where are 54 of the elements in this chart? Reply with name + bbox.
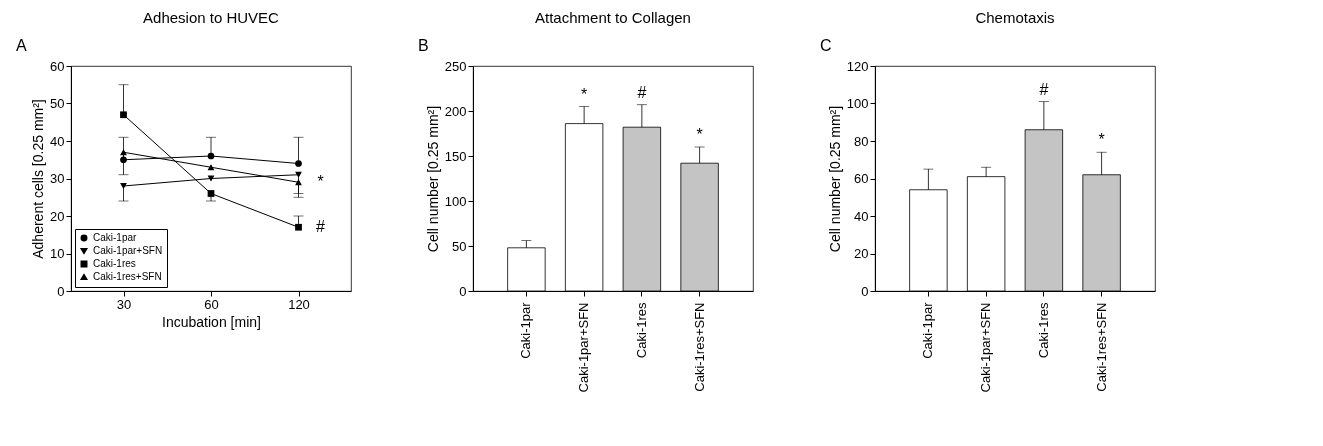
x-tick-label: 60: [204, 296, 219, 312]
y-axis-title: Cell number [0.25 mm²]: [826, 105, 843, 253]
y-axis-title: Adherent cells [0.25 mm²]: [30, 99, 47, 259]
legend-label: Caki-1res+SFN: [93, 271, 162, 282]
x-tick-label: Caki-1par: [518, 301, 534, 359]
y-tick-label: 10: [50, 246, 65, 261]
legend-label: Caki-1res: [93, 258, 136, 269]
annotation: *: [1098, 131, 1105, 149]
y-tick-label: 100: [846, 96, 869, 111]
x-tick-label: 30: [116, 296, 132, 312]
y-tick-label: 0: [861, 283, 869, 299]
y-tick-label: 40: [50, 133, 65, 149]
y-axis-title: Cell number [0.25 mm²]: [424, 105, 441, 253]
y-tick-label: 40: [854, 208, 869, 224]
legend-label: Caki-1par: [93, 232, 138, 243]
y-tick-label: 120: [846, 58, 869, 74]
x-tick-label: 120: [288, 296, 310, 312]
annotation: #: [637, 83, 647, 101]
annotation: *: [317, 173, 324, 191]
x-tick-label: Caki-1par+SFN: [978, 302, 994, 393]
y-tick-label: 150: [444, 148, 467, 164]
y-tick-label: 50: [452, 238, 467, 254]
x-tick-label: Caki-1res+SFN: [691, 302, 707, 392]
y-tick-label: 200: [444, 103, 467, 119]
x-tick-label: Caki-1res: [1035, 302, 1051, 359]
y-tick-label: 20: [854, 246, 869, 261]
annotation: *: [581, 85, 588, 103]
y-tick-label: 0: [57, 283, 65, 299]
chart-title: Attachment to Collagen: [535, 9, 691, 26]
annotation: #: [1039, 80, 1049, 98]
y-tick-label: 60: [854, 171, 869, 186]
y-tick-label: 20: [50, 208, 65, 224]
annotation: *: [696, 126, 703, 143]
x-axis-title: Incubation [min]: [162, 313, 261, 330]
y-tick-label: 0: [459, 283, 467, 299]
y-tick-label: 50: [50, 96, 65, 111]
point: [120, 183, 127, 189]
y-tick-label: 60: [50, 58, 65, 74]
x-tick-label: Caki-1par+SFN: [576, 302, 592, 393]
text: A: [16, 37, 27, 54]
annotation: #: [316, 218, 326, 236]
chart-title: Adhesion to HUVEC: [143, 9, 280, 26]
y-tick-label: 80: [854, 133, 869, 149]
x-tick-label: Caki-1par: [920, 301, 936, 359]
y-tick-label: 30: [50, 171, 65, 186]
text: B: [418, 37, 429, 54]
y-tick-label: 250: [444, 58, 467, 74]
y-tick-label: 100: [444, 193, 467, 209]
legend-label: Caki-1par+SFN: [93, 245, 163, 256]
x-tick-label: Caki-1res+SFN: [1093, 302, 1109, 392]
chart-title: Chemotaxis: [975, 9, 1055, 26]
text: C: [820, 37, 832, 54]
point: [295, 160, 302, 167]
x-tick-label: Caki-1res: [633, 302, 649, 359]
